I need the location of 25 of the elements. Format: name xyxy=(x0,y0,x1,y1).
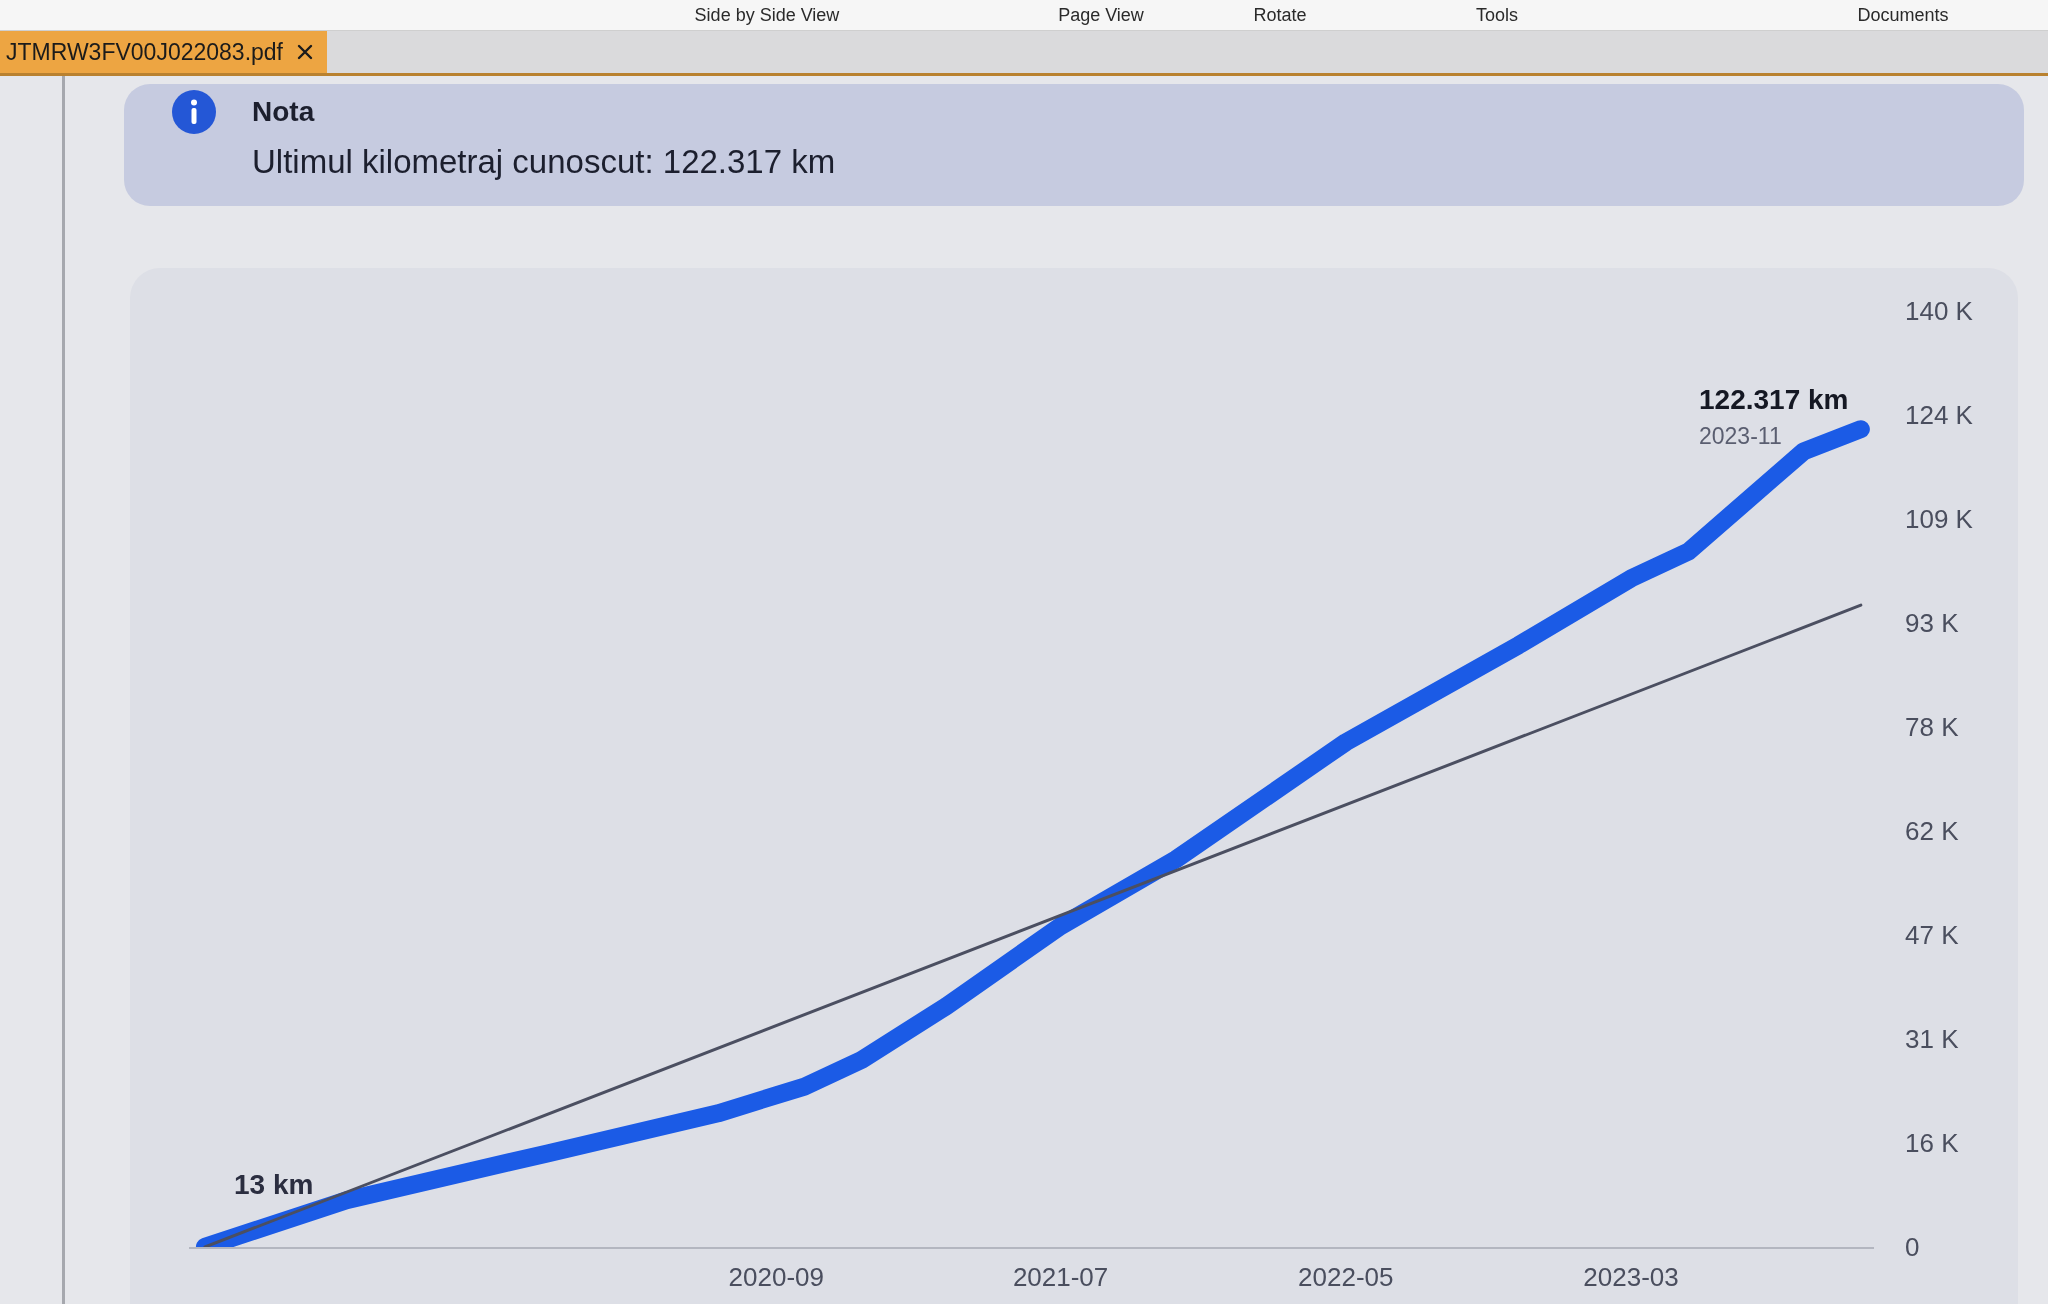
y-tick-label: 140 K xyxy=(1905,296,1974,327)
data-label: 13 km xyxy=(234,1169,314,1200)
annotation: 2023-11 xyxy=(1699,423,1782,449)
data-label: 122.317 km xyxy=(1699,384,1849,415)
text: Page View xyxy=(1058,5,1144,25)
y-tick-label: 47 K xyxy=(1905,920,1960,951)
y-tick-label: 31 K xyxy=(1905,1024,1960,1055)
chart-title: Nota xyxy=(252,96,315,128)
y-tick-label: 109 K xyxy=(1905,504,1974,535)
text: Documents xyxy=(1857,5,1949,25)
chart-subtitle: Ultimul kilometraj cunoscut: 122.317 km xyxy=(252,142,836,182)
x-tick-label: 2023-03 xyxy=(1583,1262,1679,1293)
y-tick-label: 62 K xyxy=(1905,816,1960,847)
x-tick-label: 2020-09 xyxy=(728,1262,825,1293)
x-tick-label: 2022-05 xyxy=(1298,1262,1394,1293)
text: Tools xyxy=(1475,5,1519,25)
y-tick-label: 124 K xyxy=(1905,400,1974,431)
y-tick-label: 16 K xyxy=(1905,1128,1960,1159)
y-tick-label: 93 K xyxy=(1905,608,1960,639)
text: Rotate xyxy=(1253,5,1307,25)
text: Side by Side View xyxy=(694,5,840,25)
text: JTMRW3FV00J022083.pdf xyxy=(6,38,283,66)
y-tick-label: 78 K xyxy=(1905,712,1960,743)
y-tick-label: 0 xyxy=(1905,1232,1920,1263)
x-tick-label: 2021-07 xyxy=(1012,1262,1109,1293)
